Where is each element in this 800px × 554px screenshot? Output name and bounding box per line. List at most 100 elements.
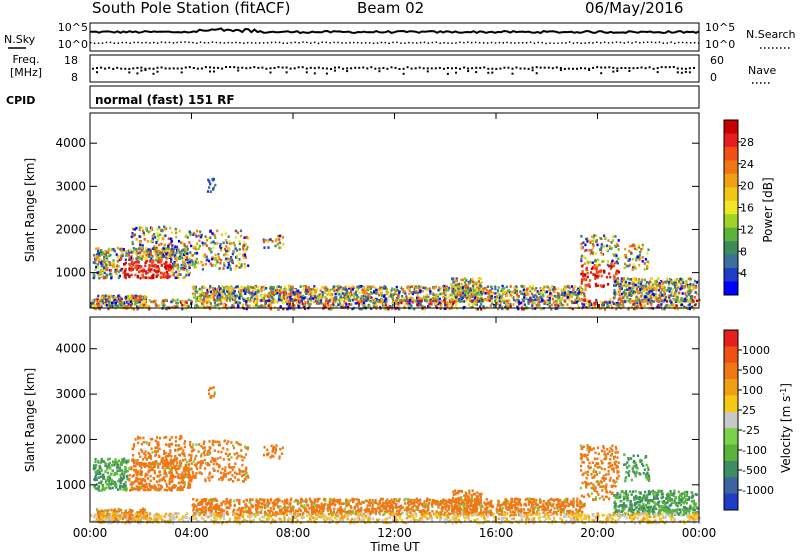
heatmap-cell: [339, 299, 342, 302]
heatmap-cell: [139, 235, 142, 239]
heatmap-cell: [187, 486, 190, 489]
heatmap-cell: [653, 295, 656, 298]
heatmap-cell: [139, 240, 142, 244]
heatmap-cell: [230, 286, 233, 290]
heatmap-cell: [675, 304, 678, 308]
heatmap-cell: [280, 288, 283, 292]
heatmap-cell: [99, 268, 102, 272]
heatmap-cell: [323, 291, 326, 295]
heatmap-cell: [236, 285, 239, 288]
heatmap-cell: [592, 236, 595, 240]
heatmap-cell: [167, 268, 170, 271]
heatmap-cell: [115, 253, 118, 256]
heatmap-cell: [137, 298, 140, 302]
heatmap-cell: [383, 307, 386, 311]
heatmap-cell: [362, 286, 365, 289]
heatmap-cell: [308, 289, 311, 292]
freq-dot: [503, 66, 506, 69]
heatmap-cell: [638, 280, 641, 283]
heatmap-cell: [302, 294, 305, 298]
heatmap-cell: [113, 296, 116, 299]
heatmap-cell: [520, 290, 523, 293]
heatmap-cell: [161, 228, 164, 232]
heatmap-cell: [585, 248, 588, 252]
heatmap-cell: [218, 257, 221, 261]
heatmap-cell: [157, 267, 160, 270]
heatmap-cell: [585, 306, 588, 309]
freq-dot: [184, 66, 187, 69]
heatmap-cell: [476, 292, 480, 296]
nave-dot: [334, 69, 336, 72]
heatmap-cell: [685, 295, 688, 298]
heatmap-cell: [379, 293, 383, 297]
heatmap-cell: [149, 247, 152, 251]
heatmap-cell: [443, 298, 446, 302]
heatmap-cell: [535, 292, 538, 295]
nave-dot: [688, 71, 691, 74]
heatmap-cell: [608, 272, 611, 275]
heatmap-cell: [92, 261, 96, 264]
heatmap-cell: [98, 470, 101, 474]
heatmap-cell: [253, 293, 256, 296]
heatmap-cell: [151, 275, 154, 279]
heatmap-cell: [461, 286, 464, 289]
heatmap-cell: [201, 241, 204, 245]
freq-dot: [172, 67, 175, 70]
colorbar-segment: [724, 241, 738, 256]
freq-dot: [446, 67, 449, 69]
heatmap-cell: [181, 267, 184, 271]
heatmap-cell: [249, 298, 252, 302]
heatmap-cell: [326, 288, 329, 292]
heatmap-cell: [166, 247, 169, 250]
heatmap-cell: [322, 302, 325, 306]
heatmap-cell: [648, 284, 651, 287]
heatmap-cell: [100, 469, 103, 472]
nave-dot: [96, 71, 98, 74]
heatmap-cell: [308, 305, 311, 308]
heatmap-cell: [141, 301, 144, 305]
heatmap-cell: [627, 292, 630, 295]
heatmap-cell: [633, 292, 636, 295]
heatmap-cell: [134, 487, 137, 491]
heatmap-cell: [566, 303, 569, 306]
freq-dot: [656, 67, 659, 70]
heatmap-cell: [163, 472, 166, 475]
heatmap-cell: [404, 303, 407, 306]
heatmap-cell: [169, 267, 172, 270]
heatmap-cell: [618, 284, 622, 288]
heatmap-cell: [302, 288, 305, 292]
heatmap-cell: [500, 298, 503, 302]
heatmap-cell: [525, 296, 528, 300]
heatmap-cell: [207, 178, 210, 182]
heatmap-cell: [97, 513, 100, 516]
heatmap-cell: [646, 260, 649, 263]
heatmap-cell: [167, 275, 170, 279]
heatmap-cell: [662, 286, 665, 290]
heatmap-cell: [113, 463, 116, 467]
heatmap-cell: [387, 307, 390, 311]
heatmap-cell: [644, 258, 647, 261]
heatmap-cell: [214, 183, 217, 187]
heatmap-cell: [152, 300, 155, 303]
heatmap-cell: [453, 292, 456, 295]
freq-dot: [358, 66, 361, 69]
heatmap-cell: [443, 307, 446, 311]
heatmap-cell: [312, 287, 315, 291]
freq-dot: [269, 67, 272, 70]
heatmap-cell: [144, 488, 147, 492]
heatmap-cell: [168, 471, 172, 475]
heatmap-cell: [231, 298, 235, 301]
heatmap-cell: [646, 288, 649, 292]
heatmap-cell: [149, 264, 152, 267]
heatmap-cell: [198, 287, 201, 291]
heatmap-cell: [124, 514, 127, 518]
heatmap-cell: [156, 265, 159, 268]
heatmap-cell: [580, 293, 583, 296]
heatmap-cell: [474, 293, 477, 296]
heatmap-cell: [612, 296, 615, 300]
heatmap-cell: [455, 293, 458, 297]
heatmap-cell: [664, 305, 667, 309]
freq-dot: [245, 67, 248, 70]
heatmap-cell: [169, 265, 172, 268]
heatmap-cell: [93, 298, 96, 302]
